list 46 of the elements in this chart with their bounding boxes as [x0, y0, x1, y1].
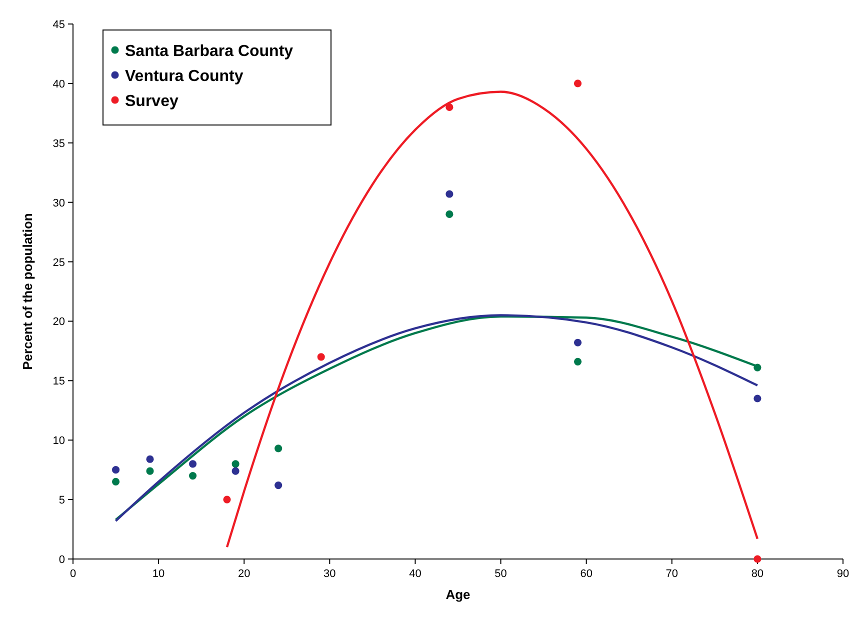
x-tick-label: 70	[666, 568, 678, 580]
y-tick-label: 30	[52, 197, 65, 210]
x-tick-label: 90	[836, 568, 850, 580]
legend-label: Santa Barbara County	[125, 43, 294, 60]
point	[146, 455, 154, 463]
point	[112, 478, 120, 486]
legend-label: Survey	[125, 93, 178, 110]
point	[146, 467, 154, 475]
y-tick-label: 15	[52, 376, 65, 388]
x-axis-title: Age	[446, 587, 470, 602]
y-tick-label: 0	[58, 554, 65, 566]
point	[754, 555, 762, 563]
x-tick-label: 50	[494, 568, 507, 580]
point	[446, 210, 454, 218]
point	[232, 460, 240, 468]
point	[446, 190, 454, 198]
y-tick-label: 5	[58, 494, 65, 507]
point	[188, 460, 197, 468]
point	[574, 80, 582, 88]
point	[112, 466, 120, 474]
y-tick-label: 45	[52, 19, 65, 31]
point	[574, 358, 582, 366]
point	[274, 481, 282, 490]
point	[232, 467, 240, 475]
point	[754, 394, 762, 402]
y-tick-label: 35	[52, 138, 65, 150]
point	[446, 103, 454, 112]
point	[188, 472, 197, 480]
x-tick-label: 60	[580, 568, 592, 580]
y-tick-label: 40	[52, 78, 65, 90]
y-tick-label: 10	[52, 435, 65, 448]
y-tick-label: 20	[52, 316, 65, 328]
x-tick-label: 30	[324, 568, 336, 580]
x-tick-label: 10	[152, 568, 165, 580]
x-tick-label: 80	[751, 568, 764, 580]
x-tick-label: 40	[409, 568, 422, 580]
x-tick-label: 20	[238, 568, 250, 580]
point	[223, 496, 231, 504]
y-axis-title: Percent of the population	[20, 213, 35, 370]
point	[274, 444, 282, 452]
point	[317, 353, 325, 361]
line-series	[226, 90, 759, 548]
y-tick-label: 25	[52, 256, 65, 269]
point	[574, 338, 582, 346]
legend-label: Ventura County	[125, 68, 244, 85]
x-tick-label: 0	[70, 568, 76, 580]
